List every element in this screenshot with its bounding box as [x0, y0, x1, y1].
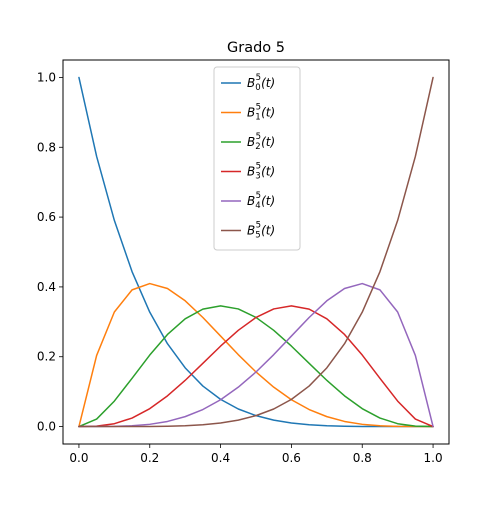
legend-label-5: B55(t)	[247, 221, 275, 241]
legend: B05(t) B15(t) B25(t) B35(t) B45(t) B55(t)	[213, 66, 301, 251]
x-tick-label: 0.2	[140, 451, 159, 465]
x-axis: 0.0 0.2 0.4 0.6 0.8 1.0	[69, 444, 443, 465]
legend-label-0: B05(t)	[247, 73, 275, 93]
legend-label-4: B45(t)	[247, 191, 275, 211]
series-layer	[78, 76, 434, 428]
x-tick-label: 0.4	[211, 451, 230, 465]
x-tick-label: 1.0	[424, 451, 443, 465]
series-line-b5-3	[78, 305, 434, 428]
y-tick-label: 0.2	[37, 350, 56, 364]
plot-frame	[62, 59, 450, 445]
y-axis: 0.0 0.2 0.4 0.6 0.8 1.0	[37, 70, 63, 434]
legend-label-3: B35(t)	[247, 162, 275, 182]
x-tick-label: 0.8	[353, 451, 372, 465]
y-tick-label: 1.0	[37, 70, 56, 84]
y-tick-label: 0.0	[37, 420, 56, 434]
legend-label-2: B25(t)	[247, 132, 275, 152]
series-line-b5-4	[78, 282, 434, 428]
series-line-b5-2	[78, 305, 434, 428]
y-tick-label: 0.4	[37, 280, 56, 294]
legend-label-1: B15(t)	[247, 103, 275, 123]
y-tick-label: 0.8	[37, 140, 56, 154]
series-line-b5-5	[78, 76, 434, 428]
x-tick-label: 0.6	[282, 451, 301, 465]
x-tick-label: 0.0	[69, 451, 88, 465]
series-line-b5-1	[78, 282, 434, 428]
y-tick-label: 0.6	[37, 210, 56, 224]
chart-title: Grado 5	[227, 40, 285, 56]
